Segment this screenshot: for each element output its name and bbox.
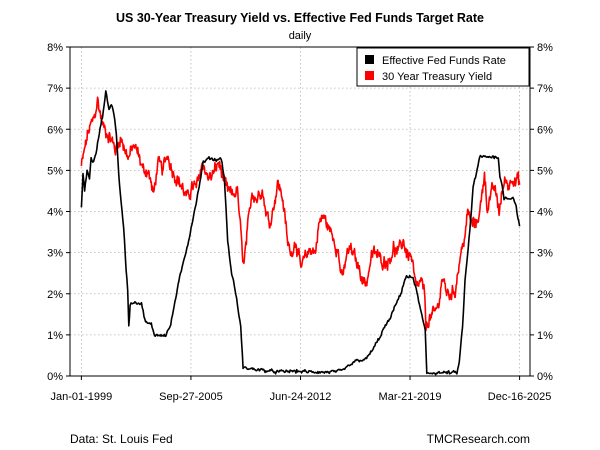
x-axis: Jan-01-1999 Sep-27-2005 Jun-24-2012 Mar-21-… [50, 376, 551, 403]
legend: Effective Fed Funds Rate 30 Year Treasur… [356, 47, 530, 87]
x-tick-label: Jan-01-1999 [50, 391, 112, 403]
y-tick-label-left: 0% [47, 371, 63, 383]
y-tick-label-left: 5% [47, 165, 63, 177]
y-tick-label-right: 7% [537, 83, 553, 95]
y-tick-label-right: 6% [537, 124, 553, 136]
series-line-fed-funds [80, 90, 521, 376]
y-tick-label-left: 3% [47, 248, 63, 260]
y-tick-label-right: 5% [537, 165, 553, 177]
y-tick-label-left: 1% [47, 330, 63, 342]
y-tick-label-right: 3% [537, 248, 553, 260]
series-line-treasury [80, 96, 521, 332]
y-tick-label-left: 8% [47, 42, 63, 54]
legend-swatch-treasury [365, 71, 374, 80]
x-tick-label: Sep-27-2005 [159, 391, 223, 403]
x-tick-label: Mar-21-2019 [379, 391, 442, 403]
y-tick-label-left: 4% [47, 207, 63, 219]
y-tick-label-left: 2% [47, 289, 63, 301]
credit-note: TMCResearch.com [427, 432, 530, 446]
legend-label-fed-funds: Effective Fed Funds Rate [382, 55, 506, 67]
x-tick-label: Dec-16-2025 [488, 391, 552, 403]
y-tick-label-left: 6% [47, 124, 63, 136]
y-tick-label-right: 0% [537, 371, 553, 383]
y-tick-label-right: 2% [537, 289, 553, 301]
series-layer [80, 90, 521, 376]
y-tick-label-right: 4% [537, 207, 553, 219]
y-tick-label-right: 1% [537, 330, 553, 342]
y-tick-label-left: 7% [47, 83, 63, 95]
y-axis-right: 0% 1% 2% 3% 4% 5% 6% 7% 8% [530, 42, 553, 383]
source-note: Data: St. Louis Fed [70, 432, 173, 446]
legend-label-treasury: 30 Year Treasury Yield [382, 71, 492, 83]
chart-title: US 30-Year Treasury Yield vs. Effective … [116, 11, 484, 25]
legend-box [356, 47, 530, 87]
y-axis-left: 0% 1% 2% 3% 4% 5% 6% 7% 8% [47, 42, 70, 383]
y-tick-label-right: 8% [537, 42, 553, 54]
chart-subtitle: daily [289, 30, 312, 42]
grid-layer [70, 47, 530, 376]
x-tick-label: Jun-24-2012 [270, 391, 332, 403]
legend-swatch-fed-funds [365, 55, 374, 64]
